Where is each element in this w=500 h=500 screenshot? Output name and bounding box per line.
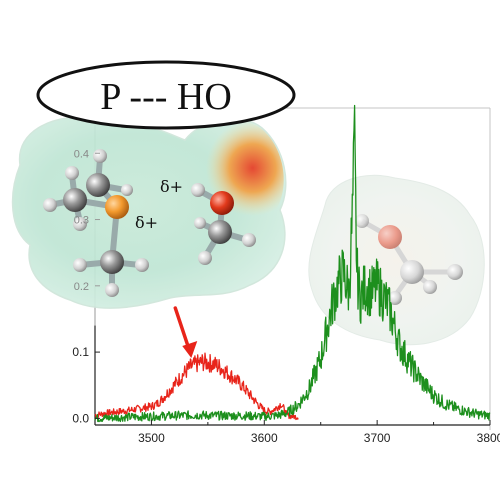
complex-band-arrow: [173, 306, 198, 358]
y-tick-label: 0.4: [74, 148, 89, 160]
arrow-head: [182, 341, 198, 358]
chart-axes: [94, 325, 490, 426]
y-tick-label: 0.2: [74, 281, 89, 293]
delta-plus-phosphorus-label: δ+: [135, 213, 158, 232]
x-tick-label: 3500: [138, 431, 165, 445]
y-tick-label: 0.3: [74, 215, 89, 227]
chart-traces: [94, 104, 491, 423]
title-text: P --- HO: [100, 76, 232, 118]
monomer-spectrum-trace: [94, 104, 491, 423]
title-badge: P --- HO: [36, 60, 296, 130]
x-tick-label: 3600: [251, 431, 278, 445]
arrow-shaft: [173, 306, 191, 349]
complex-molecule-illustration: [11, 116, 287, 309]
y-tick-label: 0.0: [72, 411, 89, 425]
complex-spectrum-trace: [94, 352, 299, 421]
x-tick-label: 3700: [364, 431, 391, 445]
monomer-molecule-illustration: [308, 174, 485, 346]
delta-plus-hydrogen-label: δ+: [160, 177, 183, 196]
y-tick-label: 0.1: [72, 345, 89, 359]
